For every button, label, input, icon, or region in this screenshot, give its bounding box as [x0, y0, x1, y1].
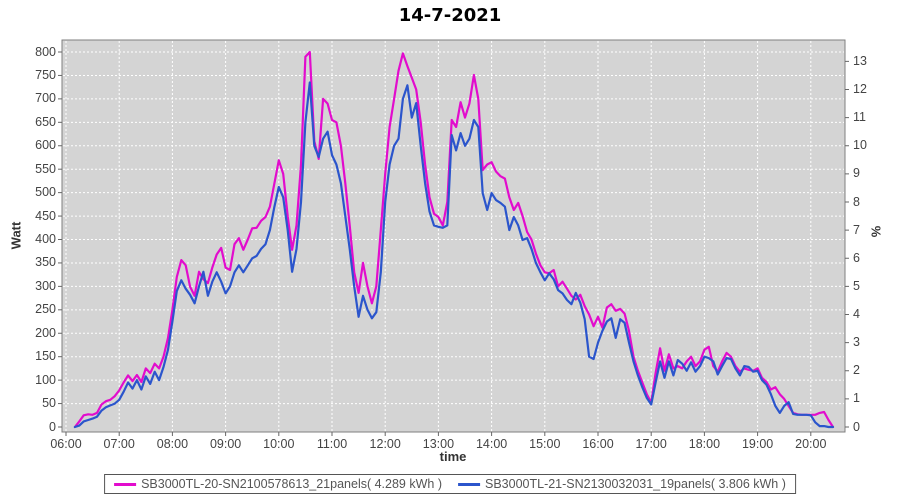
- y-right-tick-label: 10: [853, 138, 867, 153]
- x-tick-label: 15:00: [529, 437, 561, 451]
- chart-title: 14-7-2021: [398, 5, 502, 26]
- y-left-tick-label: 600: [35, 138, 56, 153]
- y-left-tick-label: 50: [42, 396, 56, 411]
- plot-border: [61, 39, 846, 433]
- y-right-tick-label: 1: [853, 391, 860, 406]
- y-left-tick-label: 750: [35, 67, 56, 82]
- x-tick-label: 17:00: [635, 437, 667, 451]
- x-tick-label: 09:00: [209, 437, 242, 451]
- y-right-tick-label: 2: [853, 363, 860, 378]
- y-right-tick-label: 13: [853, 53, 867, 68]
- y-right-tick-label: 3: [853, 335, 860, 350]
- y-left-tick-label: 700: [35, 91, 56, 106]
- x-tick-label: 13:00: [422, 437, 455, 451]
- x-tick-label: 10:00: [263, 437, 295, 451]
- x-tick-label: 06:00: [50, 437, 82, 451]
- y-left-tick-label: 100: [35, 372, 56, 387]
- legend-entry-sb3000tl-21: SB3000TL-21-SN2130032031_19panels( 3.806…: [458, 477, 786, 491]
- y-left-tick-label: 300: [35, 278, 56, 293]
- series-line-sb3000tl-21: [73, 81, 835, 429]
- x-tick-label: 07:00: [103, 437, 135, 451]
- y-left-tick-label: 550: [35, 161, 56, 176]
- y-right-tick-label: 11: [853, 110, 866, 125]
- y-right-tick-label: 6: [853, 250, 860, 265]
- legend-entry-sb3000tl-20: SB3000TL-20-SN2100578613_21panels( 4.289…: [114, 477, 442, 491]
- legend: SB3000TL-20-SN2100578613_21panels( 4.289…: [104, 474, 796, 494]
- y-left-tick-label: 400: [35, 232, 56, 246]
- x-tick-label: 14:00: [475, 437, 508, 451]
- y-left-tick-label: 250: [35, 302, 56, 317]
- legend-line-swatch-blue: [458, 482, 480, 486]
- x-axis-label-time: time: [439, 449, 467, 464]
- x-tick-label: 16:00: [582, 437, 614, 451]
- y-right-tick-label: 4: [853, 307, 860, 321]
- x-tick-label: 19:00: [741, 437, 774, 451]
- y-left-tick-label: 0: [49, 419, 56, 434]
- y-left-tick-label: 200: [35, 325, 56, 340]
- y-right-tick-label: 7: [853, 222, 860, 237]
- y-right-tick-label: 12: [853, 82, 867, 96]
- x-tick-label: 08:00: [156, 437, 189, 451]
- y-left-tick-label: 350: [35, 255, 56, 270]
- y-right-tick-label: 0: [853, 419, 860, 434]
- y-left-tick-label: 450: [35, 208, 56, 223]
- legend-label: SB3000TL-21-SN2130032031_19panels( 3.806…: [485, 477, 786, 491]
- x-tick-label: 20:00: [795, 437, 827, 451]
- legend-label: SB3000TL-20-SN2100578613_21panels( 4.289…: [141, 477, 442, 491]
- y-right-tick-label: 8: [853, 194, 860, 209]
- y-right-tick-label: 9: [853, 166, 860, 181]
- y-left-tick-label: 650: [35, 114, 56, 129]
- y-left-tick-label: 150: [35, 349, 56, 364]
- y-left-tick-label: 500: [35, 185, 56, 200]
- x-tick-label: 11:00: [316, 437, 348, 451]
- x-tick-label: 12:00: [369, 437, 401, 451]
- x-tick-label: 18:00: [688, 437, 721, 451]
- y-left-tick-label: 800: [35, 44, 56, 59]
- y-right-tick-label: 5: [853, 278, 860, 293]
- legend-line-swatch-magenta: [114, 482, 137, 486]
